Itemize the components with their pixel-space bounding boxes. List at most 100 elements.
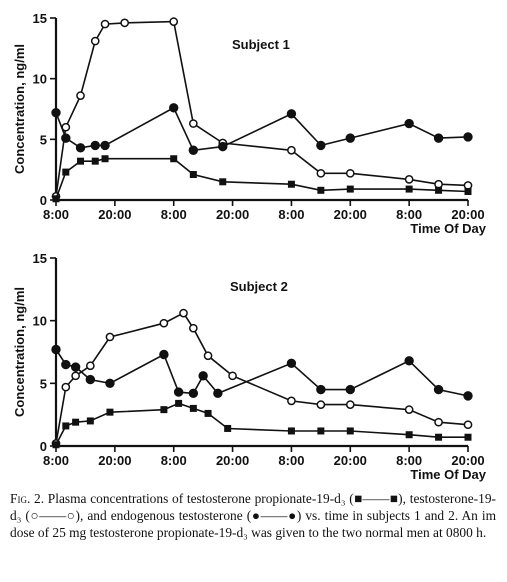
data-point-open-circle <box>100 19 110 29</box>
data-point-open-circle <box>287 396 296 406</box>
x-tick-label: 20:00 <box>216 453 249 468</box>
data-point-filled-circle <box>286 358 297 368</box>
x-tick-label: 8:00 <box>43 207 69 222</box>
chart-panel-1: 0 5 10 15 8:00 20:00 8:00 20:00 8:00 20:00 8:00 20:… <box>12 11 487 236</box>
data-point-filled-square <box>317 427 325 435</box>
chart-panel-2: 0 5 10 15 8:00 20:00 8:00 20:00 8:00 20:00 8:00 20:… <box>12 251 487 482</box>
data-point-filled-circle <box>105 378 115 389</box>
data-point-open-circle <box>188 323 198 333</box>
data-point-filled-square <box>287 427 295 435</box>
data-point-filled-square <box>464 188 472 196</box>
data-point-filled-circle <box>90 140 100 151</box>
data-point-open-circle <box>316 400 326 409</box>
data-point-filled-square <box>287 180 295 188</box>
y-axis-label: Concentration, ng/ml <box>12 287 27 417</box>
data-point-filled-circle <box>61 133 71 143</box>
x-tick-label: 20:00 <box>98 207 131 222</box>
data-point-filled-square <box>224 424 232 432</box>
data-point-filled-square <box>435 186 443 194</box>
data-point-filled-circle <box>188 145 199 155</box>
data-point-open-circle <box>404 175 414 184</box>
data-point-open-circle <box>228 371 237 381</box>
data-point-filled-square <box>101 155 109 163</box>
data-point-filled-square <box>175 399 183 407</box>
data-point-filled-circle <box>198 371 208 381</box>
data-point-filled-circle <box>70 362 81 372</box>
x-tick-label: 20:00 <box>451 207 484 222</box>
x-tick-label: 8:00 <box>396 207 422 222</box>
x-axis-label: Time Of Day <box>410 221 486 236</box>
data-point-filled-square <box>52 441 60 449</box>
y-axis-label: Concentration, ng/ml <box>12 44 27 174</box>
series-open-circle <box>51 308 473 448</box>
data-point-filled-circle <box>188 388 199 399</box>
data-point-filled-square <box>77 157 85 165</box>
data-point-filled-square <box>189 404 197 412</box>
data-point-open-circle <box>203 351 213 361</box>
data-point-filled-square <box>52 195 60 203</box>
data-point-open-circle <box>287 145 296 155</box>
data-point-filled-circle <box>345 384 355 395</box>
series-filled-circle <box>51 103 473 155</box>
data-point-filled-circle <box>286 109 297 119</box>
series-open-circle <box>51 17 473 201</box>
y-tick-label: 15 <box>33 251 47 266</box>
y-tick-label: 10 <box>33 72 47 87</box>
data-point-filled-circle <box>404 356 414 366</box>
y-tick-label: 15 <box>33 11 47 26</box>
data-point-filled-square <box>405 185 413 193</box>
data-point-filled-square <box>317 186 325 194</box>
series-line <box>55 402 468 446</box>
data-point-open-circle <box>434 417 443 427</box>
series-line <box>55 349 469 397</box>
data-point-filled-square <box>405 431 413 439</box>
data-point-filled-square <box>346 185 354 193</box>
x-tick-label: 20:00 <box>216 207 249 222</box>
data-point-open-circle <box>434 179 443 189</box>
data-point-open-circle <box>404 405 414 415</box>
figure-caption: Fig. 2. Plasma concentrations of testost… <box>10 490 496 541</box>
chart-title: Subject 2 <box>230 279 288 294</box>
series-filled-circle <box>51 344 473 401</box>
data-point-filled-circle <box>404 118 414 129</box>
data-point-filled-circle <box>345 133 355 143</box>
data-point-filled-circle <box>51 344 61 355</box>
data-point-filled-circle <box>463 132 473 142</box>
data-point-filled-circle <box>218 141 228 152</box>
y-tick-label: 5 <box>40 132 47 147</box>
data-point-filled-circle <box>159 349 169 360</box>
data-point-open-circle <box>105 332 115 342</box>
data-point-filled-square <box>464 433 472 441</box>
data-point-open-circle <box>120 18 130 28</box>
data-point-filled-square <box>62 422 70 430</box>
chart-title: Subject 1 <box>232 37 290 52</box>
data-point-filled-square <box>170 155 178 163</box>
data-point-filled-square <box>435 433 443 441</box>
data-point-filled-circle <box>51 107 61 118</box>
data-point-filled-square <box>346 427 354 435</box>
data-point-filled-square <box>72 418 80 426</box>
x-tick-label: 20:00 <box>334 453 367 468</box>
data-point-open-circle <box>345 400 355 409</box>
data-point-open-circle <box>85 361 95 371</box>
y-tick-label: 0 <box>40 439 47 454</box>
series-filled-square <box>52 155 472 203</box>
data-point-filled-circle <box>316 384 326 395</box>
data-point-filled-square <box>160 406 168 414</box>
data-point-open-circle <box>463 181 473 190</box>
series-filled-square <box>52 399 472 449</box>
data-point-filled-square <box>62 168 70 176</box>
figure-2-chart: 0 5 10 15 8:00 20:00 8:00 20:00 8:00 20:00 8:00 20:… <box>12 11 487 482</box>
data-point-filled-square <box>86 417 94 425</box>
data-point-filled-circle <box>75 143 86 153</box>
data-point-filled-square <box>189 171 197 179</box>
data-point-filled-circle <box>433 384 444 395</box>
series-line <box>55 312 469 444</box>
x-tick-label: 20:00 <box>451 453 484 468</box>
data-point-open-circle <box>316 168 326 178</box>
data-point-filled-square <box>91 157 99 165</box>
y-tick-label: 5 <box>40 376 47 391</box>
data-point-open-circle <box>188 119 198 128</box>
x-tick-label: 8:00 <box>278 207 304 222</box>
data-point-filled-circle <box>316 140 326 151</box>
